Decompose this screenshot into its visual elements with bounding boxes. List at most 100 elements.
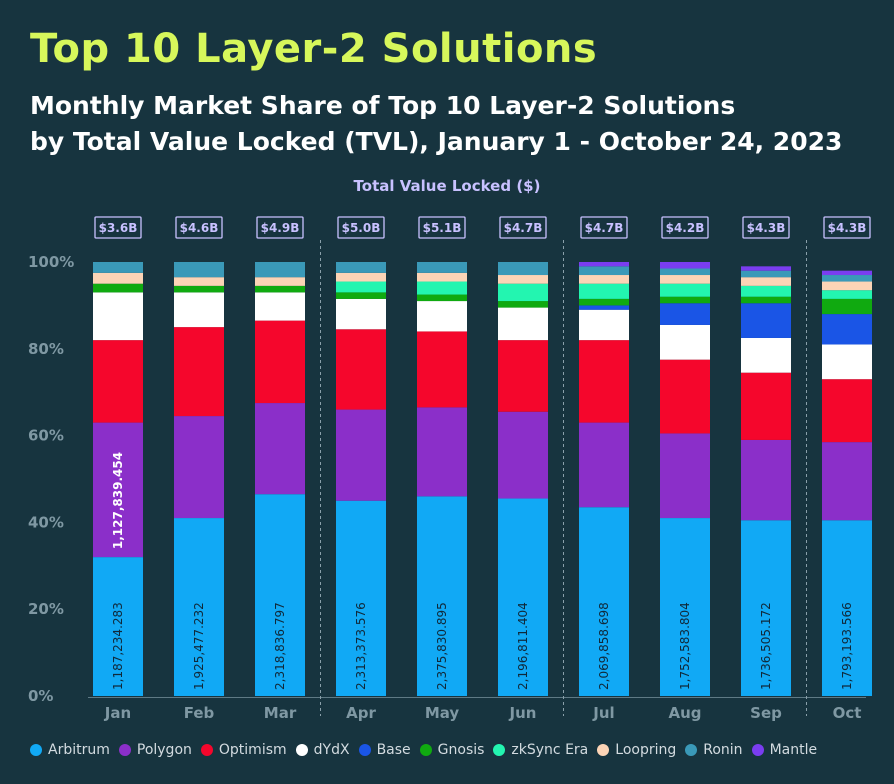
bar-gnosis-jul (579, 298, 629, 306)
total-badge (742, 216, 790, 239)
y-tick-label: 0% (28, 687, 53, 705)
legend-item-gnosis: Gnosis (419, 742, 484, 758)
legend-label: dYdX (313, 742, 350, 758)
bar-loopring-apr (336, 272, 386, 282)
legend-item-arbitrum: Arbitrum (30, 742, 110, 758)
bar-mantle-oct (822, 270, 872, 276)
bar-arbitrum-jul (579, 507, 629, 696)
legend-label: Mantle (769, 742, 818, 758)
bar-gnosis-sep (741, 296, 791, 304)
legend-label: Base (376, 742, 411, 758)
x-tick-label: Sep (750, 704, 782, 722)
bar-ronin-mar (255, 262, 305, 278)
total-badge-label: $5.0B (342, 221, 381, 235)
total-badge (418, 216, 466, 239)
y-tick-label: 40% (28, 513, 64, 531)
bar-arbitrum-may (417, 496, 467, 696)
bar-polygon-apr (336, 409, 386, 501)
bar-optimism-jul (579, 340, 629, 423)
bar-gnosis-may (417, 294, 467, 302)
bar-mantle-sep (741, 266, 791, 271)
total-badge-label: $4.9B (261, 221, 300, 235)
legend-swatch (358, 744, 371, 756)
bar-dydx-jan (93, 292, 143, 341)
x-tick-label: Jun (509, 704, 537, 722)
arbitrum-value-label: 2,196,811.404 (516, 602, 530, 690)
bar-polygon-may (417, 407, 467, 497)
bar-ronin-oct (822, 275, 872, 282)
bar-optimism-mar (255, 320, 305, 404)
bar-gnosis-oct (822, 298, 872, 315)
bar-arbitrum-jun (498, 498, 548, 696)
legend-item-dydx: dYdX (295, 742, 350, 758)
bar-optimism-jan (93, 340, 143, 423)
total-value-label: Total Value Locked ($) (353, 177, 541, 195)
total-badge (580, 216, 628, 239)
bar-dydx-apr (336, 298, 386, 330)
bar-gnosis-mar (255, 285, 305, 293)
bar-gnosis-jun (498, 301, 548, 308)
bar-mantle-aug (660, 262, 710, 269)
legend-swatch (118, 744, 131, 756)
legend-item-optimism: Optimism (200, 742, 287, 758)
total-badge-label: $4.3B (828, 221, 867, 235)
subtitle-line-1: Monthly Market Share of Top 10 Layer-2 S… (30, 91, 736, 120)
bar-base-jul (579, 305, 629, 310)
bar-polygon-jun (498, 411, 548, 499)
legend-label: Loopring (615, 742, 677, 758)
legend-label: Optimism (218, 742, 287, 758)
bar-dydx-oct (822, 344, 872, 380)
bar-zksync-era-oct (822, 290, 872, 299)
bar-polygon-jul (579, 422, 629, 508)
bar-loopring-oct (822, 281, 872, 291)
x-tick-label: Feb (184, 704, 215, 722)
bar-ronin-may (417, 262, 467, 273)
bar-base-oct (822, 314, 872, 345)
bar-dydx-jun (498, 307, 548, 341)
bar-ronin-apr (336, 262, 386, 273)
bar-polygon-aug (660, 433, 710, 519)
bar-ronin-feb (174, 262, 224, 278)
arbitrum-value-label: 1,752,583.804 (678, 602, 692, 690)
bar-ronin-jul (579, 266, 629, 276)
bar-arbitrum-apr (336, 500, 386, 696)
arbitrum-value-label: 2,375,830.895 (435, 602, 449, 690)
bar-base-sep (741, 303, 791, 338)
total-badge (256, 216, 304, 239)
bar-polygon-jan (93, 422, 143, 558)
bar-ronin-sep (741, 270, 791, 278)
bar-polygon-sep (741, 439, 791, 521)
bar-zksync-era-sep (741, 285, 791, 297)
x-tick-label: Aug (668, 704, 701, 722)
bar-loopring-feb (174, 277, 224, 286)
bar-arbitrum-sep (741, 520, 791, 696)
bar-zksync-era-may (417, 281, 467, 295)
bar-loopring-mar (255, 277, 305, 286)
y-tick-label: 80% (28, 340, 64, 358)
bar-dydx-feb (174, 292, 224, 328)
arbitrum-value-label: 2,318,836.797 (273, 602, 287, 690)
legend-item-loopring: Loopring (597, 742, 676, 758)
bar-optimism-aug (660, 359, 710, 434)
bar-loopring-aug (660, 275, 710, 284)
bar-optimism-apr (336, 329, 386, 410)
bar-polygon-oct (822, 442, 872, 521)
arbitrum-value-label: 1,925,477.232 (192, 602, 206, 690)
bar-arbitrum-aug (660, 518, 710, 696)
bar-loopring-sep (741, 277, 791, 286)
bar-optimism-sep (741, 372, 791, 440)
bar-dydx-aug (660, 324, 710, 360)
bar-zksync-era-jun (498, 283, 548, 302)
bar-optimism-jun (498, 340, 548, 412)
legend-item-base: Base (358, 742, 411, 758)
bar-arbitrum-feb (174, 518, 224, 696)
x-tick-label: Apr (346, 704, 376, 722)
bar-optimism-oct (822, 379, 872, 443)
bar-loopring-may (417, 272, 467, 282)
chart-legend: Arbitrum Polygon Optimism dYdX Base Gnosis zkS… (30, 742, 826, 758)
legend-label: zkSync Era (511, 742, 589, 758)
total-badge (661, 216, 709, 239)
bar-loopring-jul (579, 275, 629, 284)
arbitrum-value-label: 1,736,505.172 (759, 602, 773, 690)
